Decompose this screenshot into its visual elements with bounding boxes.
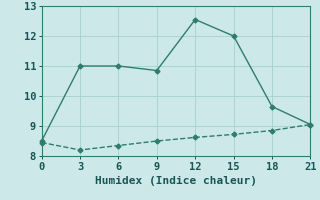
- X-axis label: Humidex (Indice chaleur): Humidex (Indice chaleur): [95, 176, 257, 186]
